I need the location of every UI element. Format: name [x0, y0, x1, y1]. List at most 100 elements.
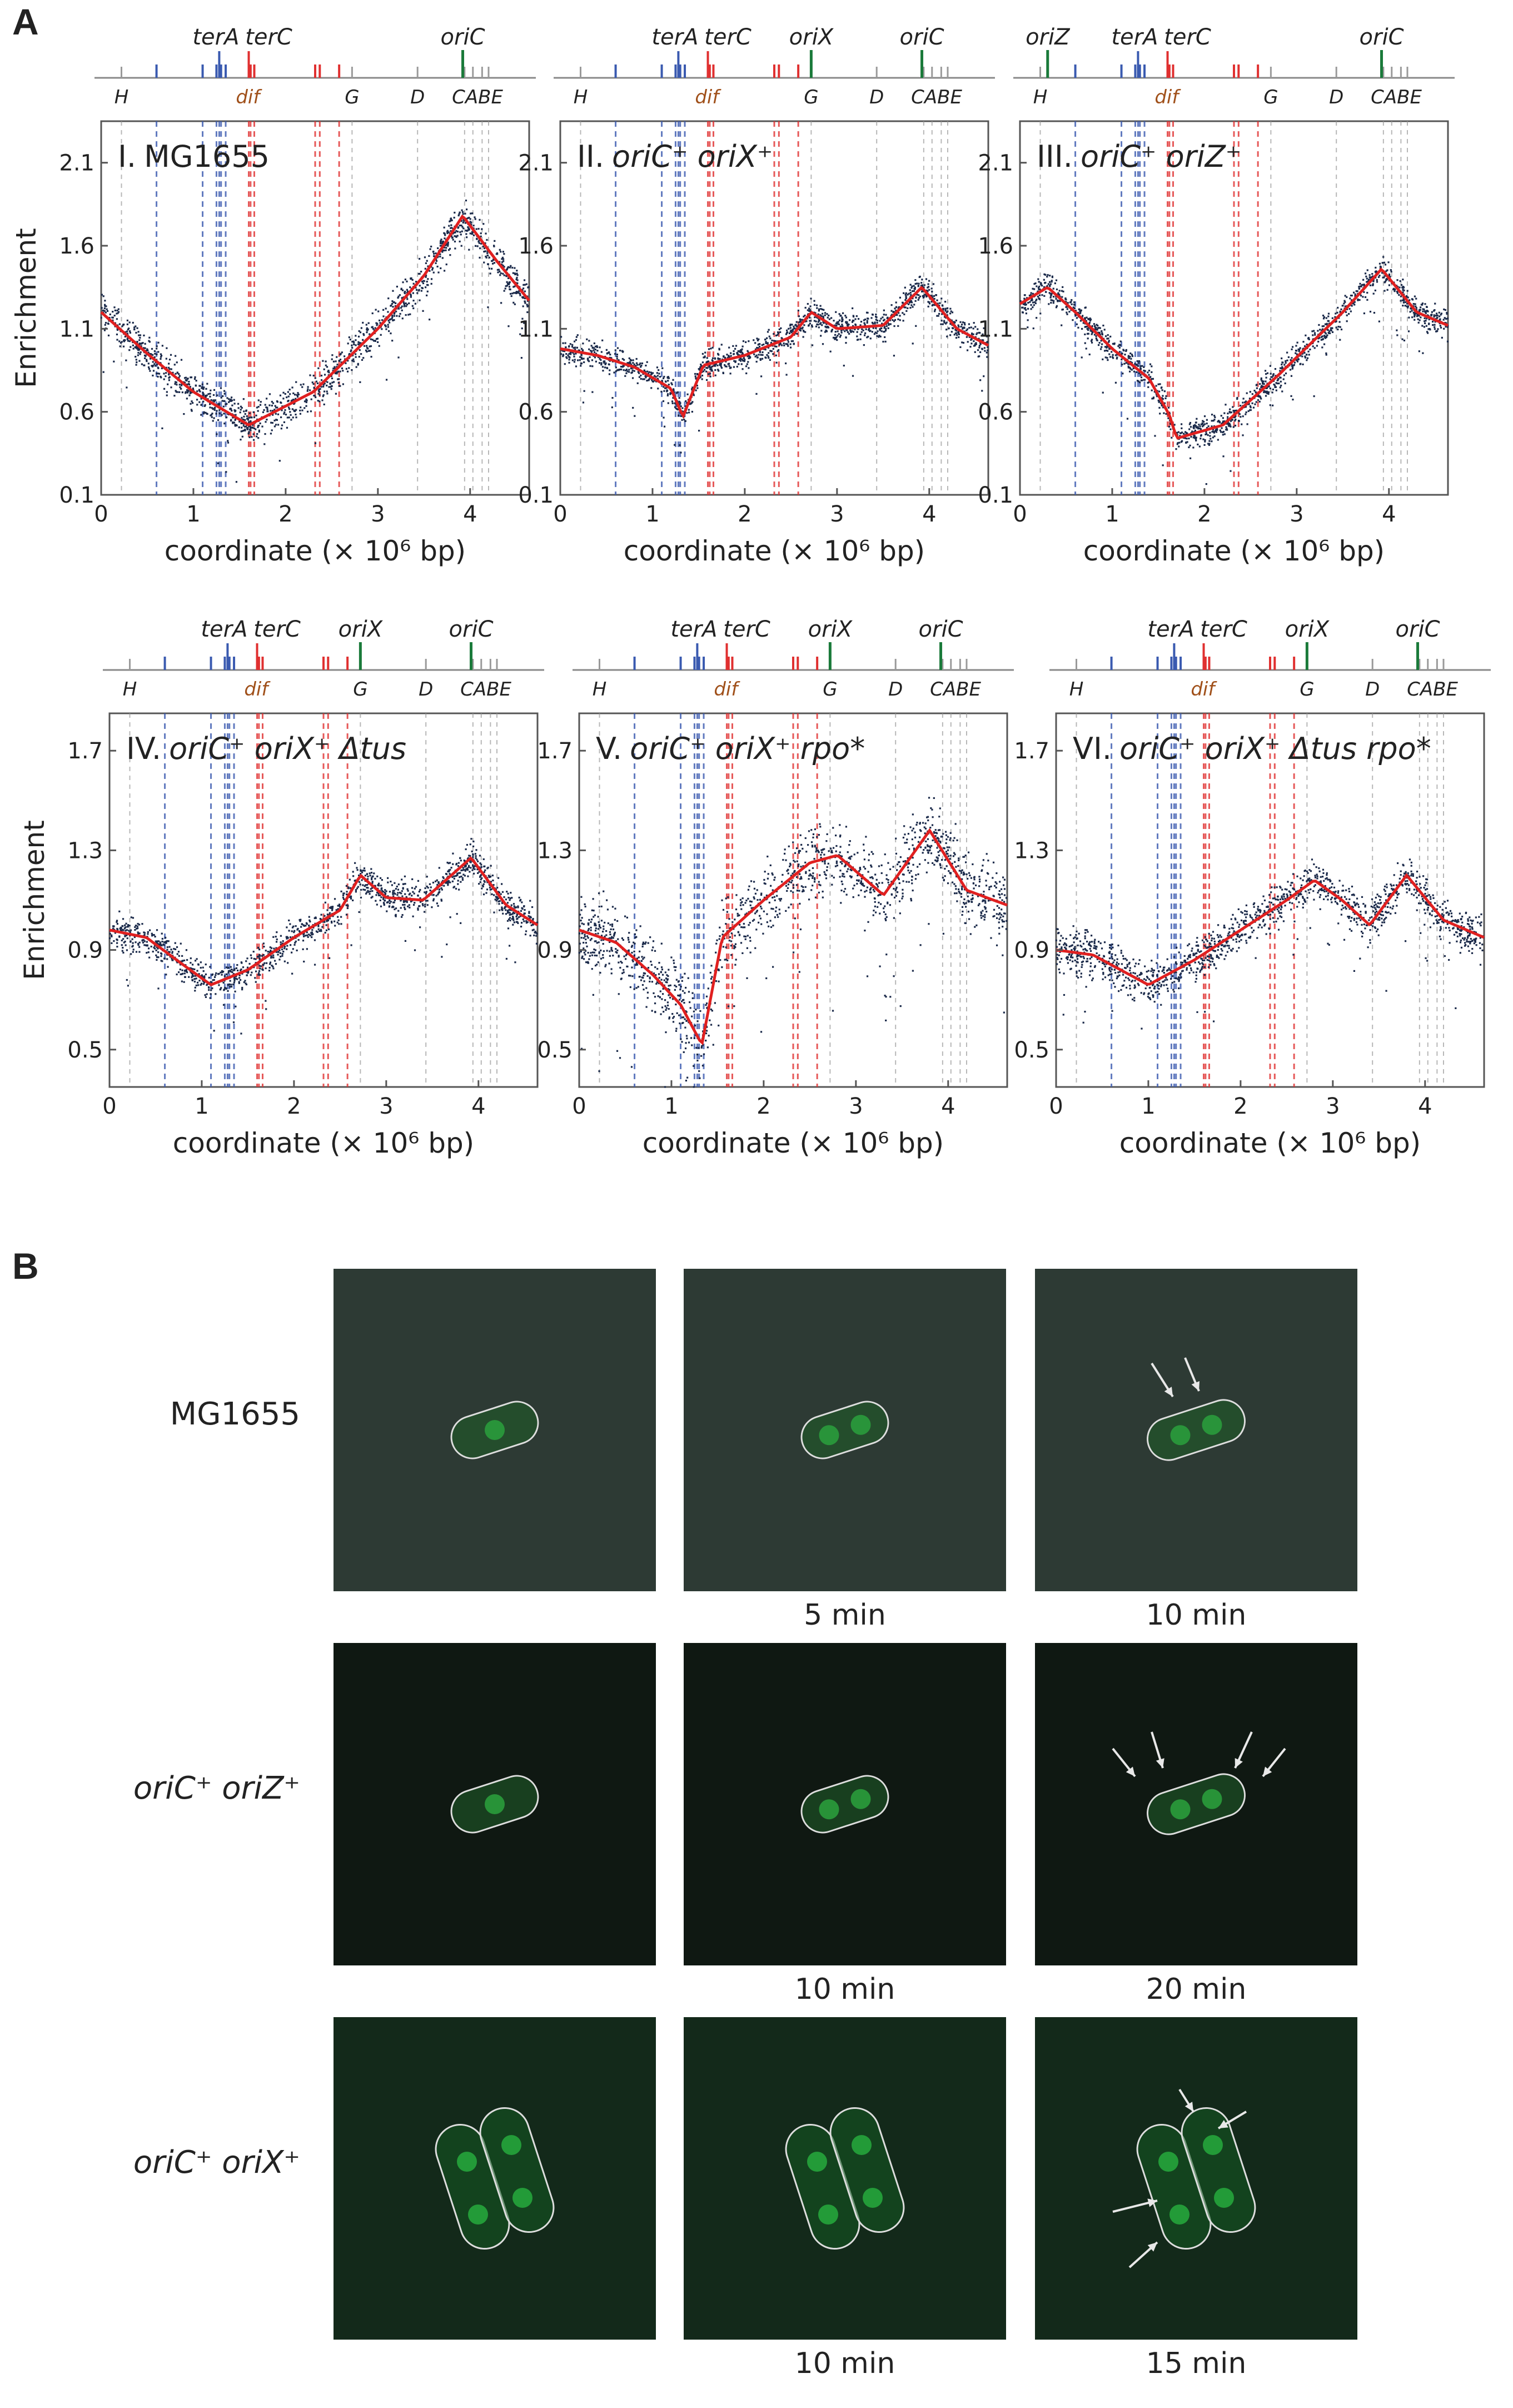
data-point [1248, 403, 1250, 405]
data-point [1358, 286, 1360, 288]
y-tick-label: 0.1 [59, 483, 94, 508]
data-point [815, 320, 817, 322]
data-point [1119, 344, 1122, 346]
data-point [945, 321, 948, 324]
data-point [1250, 409, 1252, 411]
data-point [149, 370, 151, 372]
data-point [845, 322, 848, 324]
data-point [1131, 361, 1133, 364]
data-point [118, 935, 121, 937]
data-point [174, 381, 177, 383]
data-point [710, 370, 713, 372]
data-point [640, 378, 642, 380]
data-point [257, 437, 260, 439]
data-point [573, 353, 575, 355]
data-point [243, 415, 245, 418]
data-point [200, 414, 202, 416]
data-point [803, 330, 805, 332]
data-point [1434, 321, 1436, 323]
data-point [1030, 294, 1032, 296]
data-point [501, 263, 503, 266]
data-point [409, 313, 411, 315]
data-point [755, 360, 758, 363]
data-point [376, 337, 379, 340]
data-point [509, 289, 511, 291]
data-point [1122, 373, 1124, 375]
data-point [295, 409, 297, 411]
data-point [1209, 431, 1211, 434]
data-point [448, 225, 450, 227]
data-point [875, 332, 878, 334]
data-point [1059, 300, 1061, 302]
data-point [1252, 406, 1255, 409]
data-point [840, 320, 843, 322]
data-point [1206, 426, 1208, 429]
data-point [867, 317, 869, 320]
data-point [1235, 409, 1238, 411]
data-point [1062, 290, 1064, 292]
data-point [898, 312, 900, 314]
data-point [402, 903, 404, 906]
y-axis-label: Enrichment [10, 228, 42, 388]
data-point [661, 380, 663, 382]
data-point [275, 419, 277, 421]
data-point [252, 424, 254, 426]
data-point [392, 301, 395, 304]
data-point [1177, 442, 1179, 444]
data-point [247, 433, 250, 435]
data-point [1350, 294, 1352, 297]
data-point [663, 425, 666, 428]
data-point [1402, 291, 1404, 294]
data-point [1201, 422, 1203, 424]
data-point [1320, 339, 1322, 341]
data-point [153, 356, 156, 359]
data-point [342, 894, 345, 896]
data-point [708, 348, 710, 350]
data-point [852, 375, 854, 377]
data-point [1412, 303, 1415, 305]
data-point [1227, 413, 1229, 415]
data-point [746, 355, 749, 358]
data-point [513, 292, 515, 294]
data-point [293, 402, 296, 404]
data-point [852, 331, 855, 333]
data-point [629, 362, 631, 364]
data-point [163, 373, 165, 375]
data-point [270, 950, 272, 952]
data-point [258, 430, 260, 433]
data-point [644, 375, 646, 378]
data-point [1321, 329, 1323, 331]
data-point [257, 426, 259, 429]
data-point [1062, 308, 1064, 311]
data-point [480, 863, 482, 866]
data-point [1400, 295, 1402, 297]
data-point [296, 929, 298, 931]
data-point [306, 399, 308, 401]
data-point [1369, 284, 1372, 286]
data-point [580, 356, 583, 359]
data-point [1324, 331, 1326, 334]
y-tick-label: 1.6 [978, 234, 1013, 259]
data-point [804, 306, 807, 309]
data-point [316, 931, 318, 933]
data-point [591, 391, 594, 393]
data-point [959, 321, 962, 323]
data-point [1308, 354, 1310, 356]
data-point [277, 413, 280, 415]
data-point [1321, 346, 1323, 349]
data-point [199, 390, 201, 393]
data-point [562, 350, 564, 352]
data-point [168, 368, 171, 370]
data-point [1129, 368, 1132, 370]
data-point [1179, 435, 1181, 437]
data-point [631, 369, 634, 371]
data-point [1410, 307, 1412, 309]
data-point [1049, 275, 1051, 277]
data-point [1190, 436, 1192, 438]
data-point [916, 294, 918, 296]
data-point [1411, 310, 1413, 312]
data-point [506, 902, 509, 904]
y-tick-label: 1.1 [518, 316, 554, 342]
gene-H-label: H [1033, 86, 1048, 108]
